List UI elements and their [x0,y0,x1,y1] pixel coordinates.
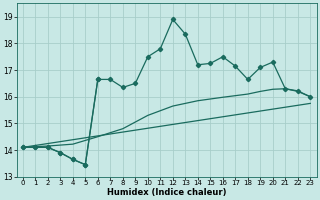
X-axis label: Humidex (Indice chaleur): Humidex (Indice chaleur) [107,188,226,197]
